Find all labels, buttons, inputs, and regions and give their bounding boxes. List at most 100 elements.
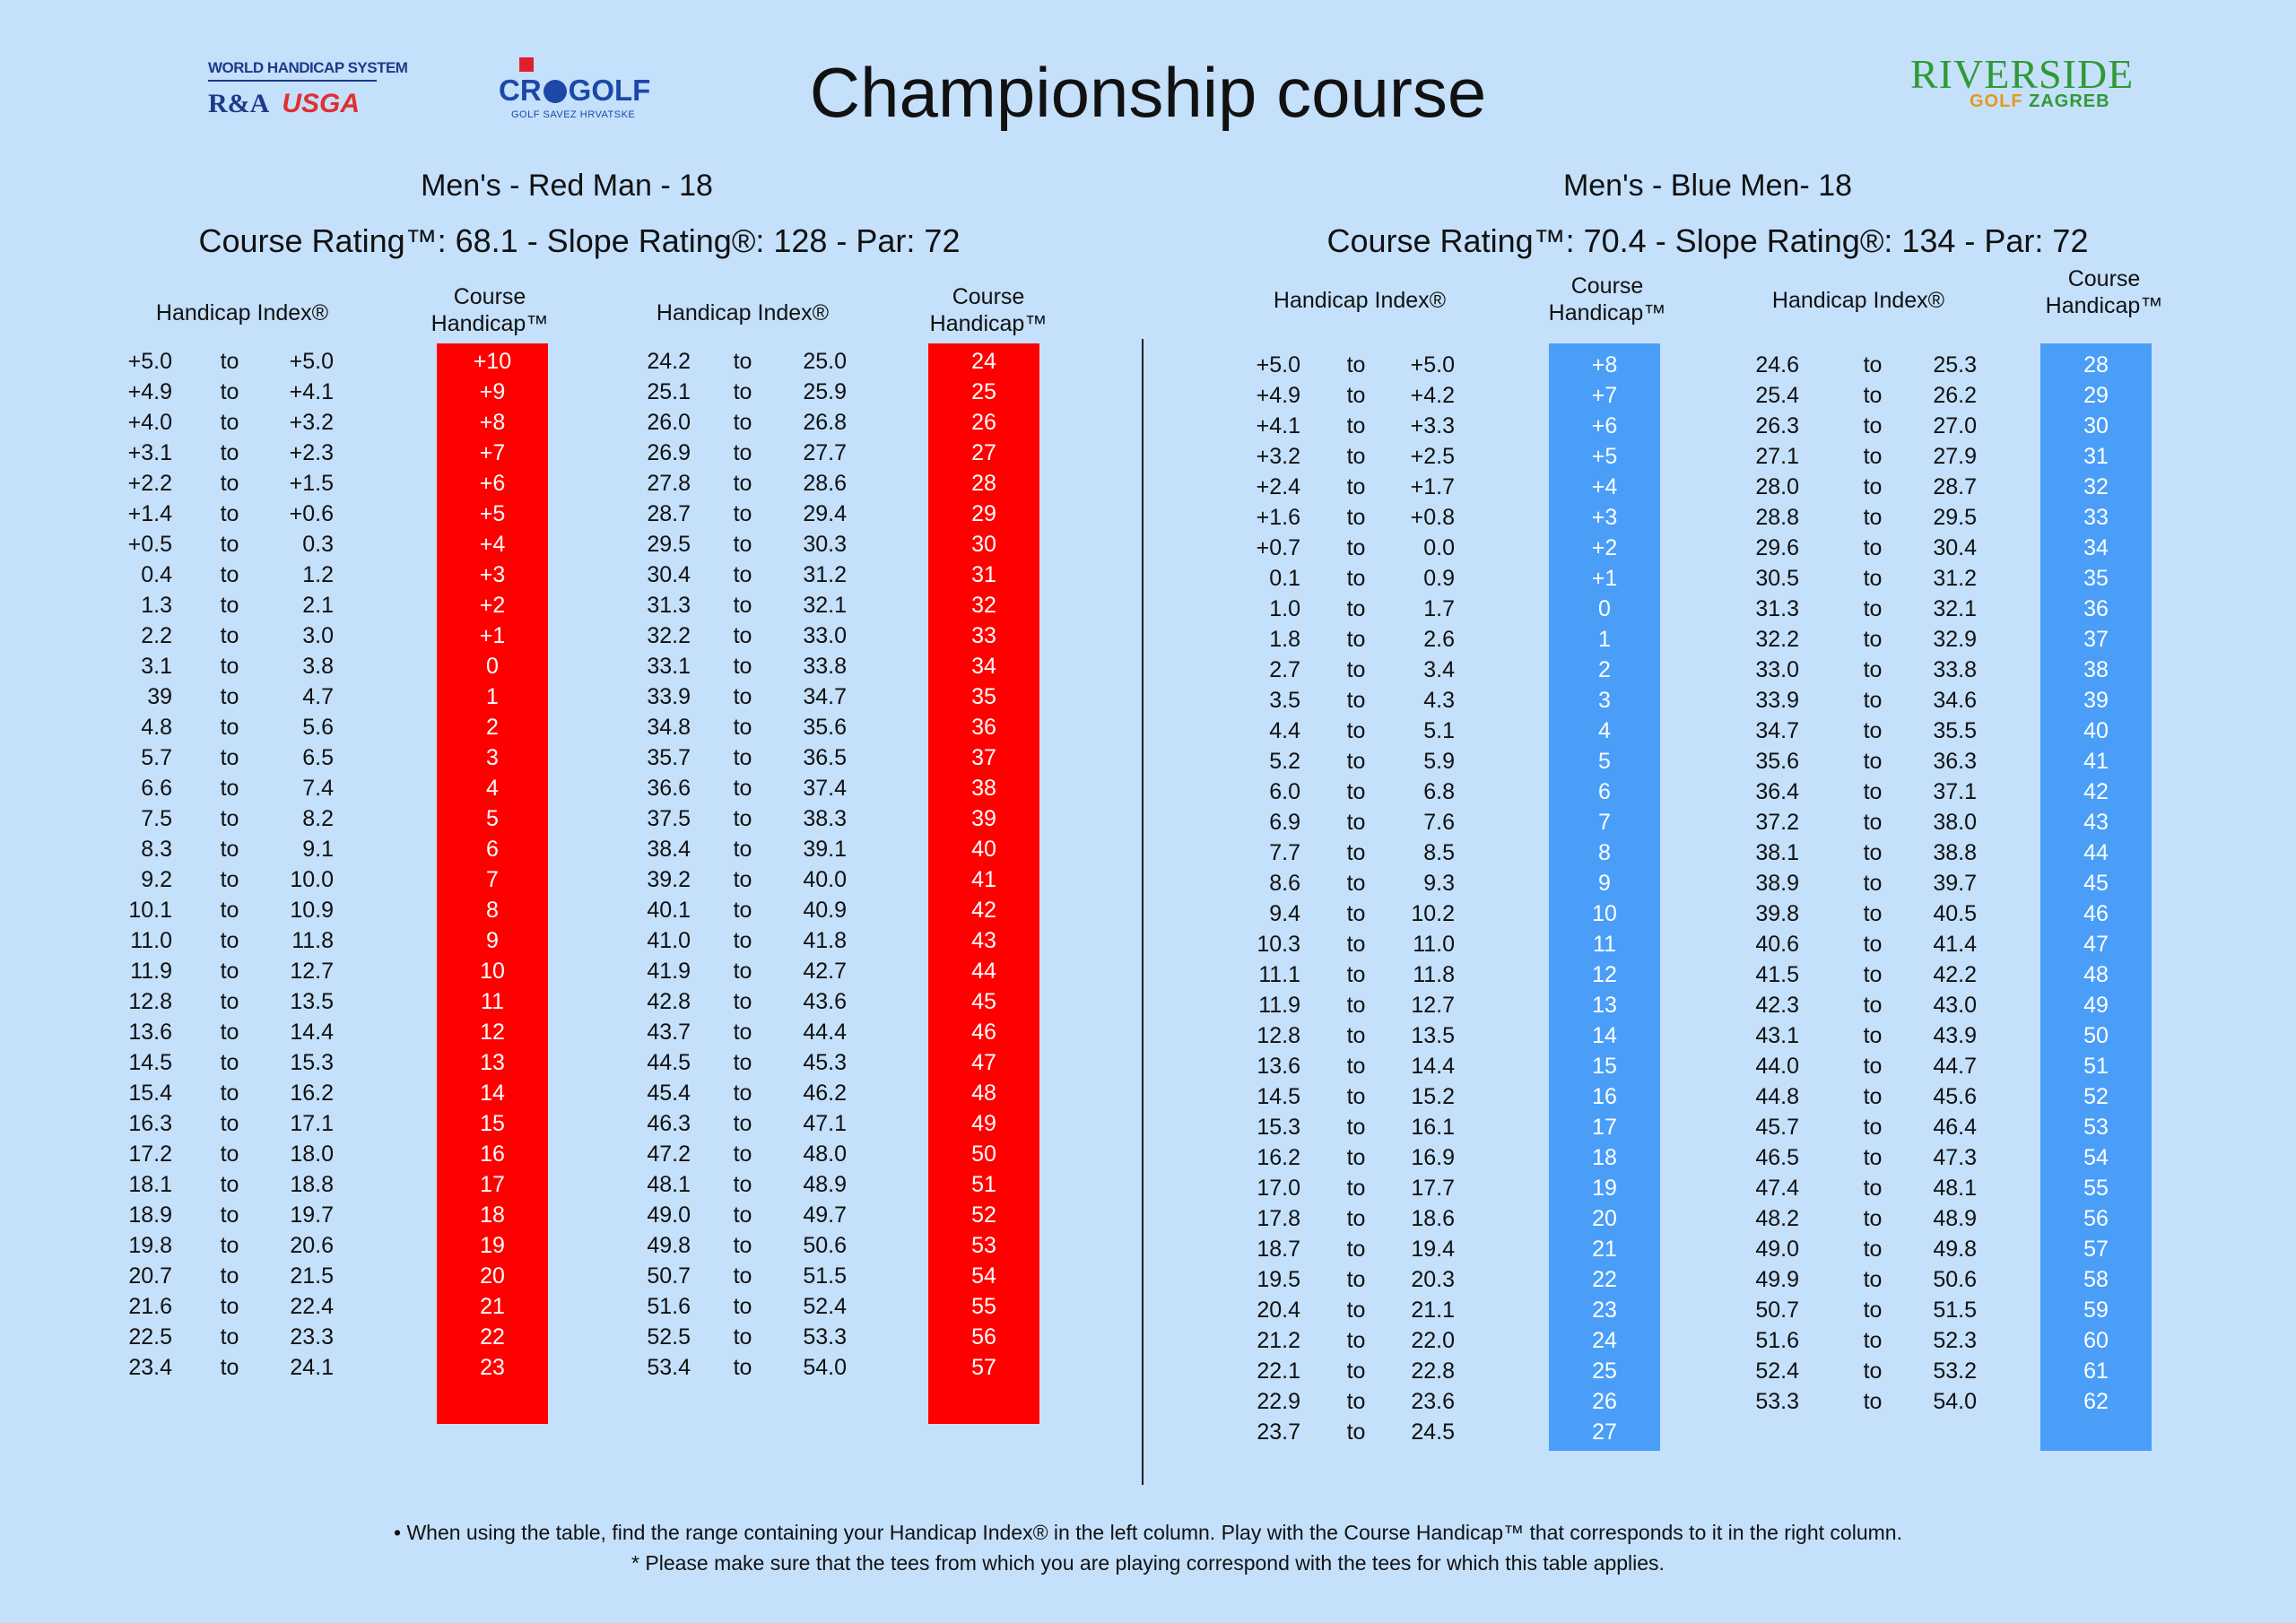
course-handicap-value: 29 bbox=[971, 501, 996, 526]
range-to-label: to bbox=[220, 806, 239, 831]
table-row: 32.2 to 32.9 37 bbox=[0, 624, 2296, 655]
handicap-index-from: +3.2 bbox=[1256, 444, 1300, 469]
range-to-label: to bbox=[1863, 1358, 1883, 1384]
handicap-index-from: 28.7 bbox=[647, 501, 691, 526]
handicap-index-from: 39.2 bbox=[647, 867, 691, 892]
range-to-label: to bbox=[1863, 1328, 1883, 1353]
course-handicap-value: 0 bbox=[1598, 596, 1611, 621]
handicap-index-from: +1.4 bbox=[127, 501, 172, 526]
table-row: 45.4 to 46.2 48 bbox=[0, 1078, 2296, 1108]
table-row: +4.9 to +4.2 +7 bbox=[0, 380, 2296, 411]
handicap-index-to: +1.5 bbox=[289, 471, 334, 496]
handicap-index-from: 46.5 bbox=[1755, 1145, 1799, 1170]
course-handicap-value: 62 bbox=[2083, 1389, 2109, 1414]
handicap-index-from: 23.4 bbox=[128, 1355, 172, 1380]
right-section-title: Men's - Blue Men- 18 bbox=[1562, 169, 1853, 203]
course-handicap-value: 2 bbox=[1598, 657, 1611, 682]
table-row: 14.5 to 15.2 16 bbox=[0, 1081, 2296, 1112]
ch-header-line1: Course bbox=[952, 284, 1025, 309]
course-handicap-value: +3 bbox=[479, 562, 506, 587]
handicap-index-to: +3.3 bbox=[1410, 413, 1455, 438]
handicap-index-from: 31.3 bbox=[647, 593, 691, 618]
handicap-index-from: 0.4 bbox=[141, 562, 172, 587]
handicap-index-from: 28.0 bbox=[1755, 474, 1799, 499]
handicap-index-to: 54.0 bbox=[803, 1355, 847, 1380]
range-to-label: to bbox=[733, 1263, 752, 1289]
handicap-index-to: 43.0 bbox=[1933, 993, 1977, 1018]
golf-ball-icon bbox=[543, 80, 567, 103]
handicap-index-from: 35.7 bbox=[647, 745, 691, 770]
cro-golf-subtitle: GOLF SAVEZ HRVATSKE bbox=[511, 109, 636, 120]
handicap-index-from: 39 bbox=[147, 684, 172, 709]
range-to-label: to bbox=[1346, 1023, 1366, 1048]
range-to-label: to bbox=[220, 776, 239, 801]
handicap-index-from: 7.5 bbox=[141, 806, 172, 831]
range-to-label: to bbox=[220, 379, 239, 404]
course-handicap-value: 48 bbox=[971, 1081, 996, 1106]
handicap-index-to: 13.5 bbox=[290, 989, 334, 1014]
range-to-label: to bbox=[220, 349, 239, 374]
course-handicap-value: 23 bbox=[480, 1355, 505, 1380]
handicap-index-from: 21.2 bbox=[1257, 1328, 1300, 1353]
ch-header-line2: Handicap™ bbox=[929, 311, 1048, 336]
table-row: 13.6 to 14.4 12 bbox=[0, 1017, 2296, 1047]
course-handicap-value: 22 bbox=[480, 1324, 505, 1350]
course-handicap-value: 15 bbox=[1592, 1054, 1617, 1079]
course-handicap-value: 21 bbox=[480, 1294, 505, 1319]
table-row: 34.7 to 35.5 40 bbox=[0, 716, 2296, 746]
handicap-index-from: 50.7 bbox=[1755, 1298, 1799, 1323]
handicap-index-to: 15.3 bbox=[290, 1050, 334, 1075]
handicap-index-to: 42.7 bbox=[803, 959, 847, 984]
range-to-label: to bbox=[733, 349, 752, 374]
range-to-label: to bbox=[220, 1111, 239, 1136]
table-row: +3.1 to +2.3 +7 bbox=[0, 438, 2296, 468]
right-col2-handicap-strip bbox=[2040, 343, 2152, 1451]
handicap-index-to: 33.8 bbox=[803, 654, 847, 679]
handicap-index-to: 38.3 bbox=[803, 806, 847, 831]
range-to-label: to bbox=[1863, 566, 1883, 591]
course-handicap-value: 41 bbox=[2083, 749, 2109, 774]
handicap-index-to: 0.0 bbox=[1423, 535, 1455, 560]
range-to-label: to bbox=[1863, 657, 1883, 682]
handicap-index-to: 10.9 bbox=[290, 898, 334, 923]
range-to-label: to bbox=[1346, 383, 1366, 408]
handicap-index-from: +4.9 bbox=[127, 379, 172, 404]
handicap-index-from: 18.9 bbox=[128, 1202, 172, 1228]
course-handicap-value: 6 bbox=[1598, 779, 1611, 804]
course-handicap-value: +8 bbox=[479, 410, 506, 435]
course-handicap-value: 36 bbox=[971, 715, 996, 740]
table-row: 23.7 to 24.5 27 bbox=[0, 1417, 2296, 1447]
table-row: 30.4 to 31.2 31 bbox=[0, 560, 2296, 590]
course-handicap-value: 45 bbox=[971, 989, 996, 1014]
table-row: 50.7 to 51.5 59 bbox=[0, 1295, 2296, 1325]
course-handicap-value: 35 bbox=[2083, 566, 2109, 591]
right-col1-ch-header: Course Handicap™ bbox=[1535, 273, 1679, 326]
handicap-index-from: 33.9 bbox=[1755, 688, 1799, 713]
range-to-label: to bbox=[733, 1324, 752, 1350]
course-handicap-value: 31 bbox=[2083, 444, 2109, 469]
range-to-label: to bbox=[1863, 1054, 1883, 1079]
handicap-index-from: +0.7 bbox=[1256, 535, 1300, 560]
handicap-index-to: 26.8 bbox=[803, 410, 847, 435]
handicap-index-from: 52.4 bbox=[1755, 1358, 1799, 1384]
handicap-index-from: 44.0 bbox=[1755, 1054, 1799, 1079]
course-handicap-value: 3 bbox=[486, 745, 499, 770]
handicap-index-to: 41.4 bbox=[1933, 932, 1977, 957]
range-to-label: to bbox=[733, 898, 752, 923]
course-handicap-value: 55 bbox=[2083, 1176, 2109, 1201]
handicap-index-to: 5.6 bbox=[302, 715, 334, 740]
handicap-index-to: 50.6 bbox=[1933, 1267, 1977, 1292]
handicap-index-from: 1.0 bbox=[1269, 596, 1300, 621]
range-to-label: to bbox=[733, 837, 752, 862]
course-handicap-value: 46 bbox=[2083, 901, 2109, 926]
range-to-label: to bbox=[1346, 871, 1366, 896]
handicap-index-from: 41.5 bbox=[1755, 962, 1799, 987]
table-row: 51.6 to 52.3 60 bbox=[0, 1325, 2296, 1356]
range-to-label: to bbox=[220, 1202, 239, 1228]
handicap-index-from: 38.9 bbox=[1755, 871, 1799, 896]
handicap-index-to: 23.3 bbox=[290, 1324, 334, 1350]
handicap-index-to: +4.2 bbox=[1410, 383, 1455, 408]
usage-note: • When using the table, find the range c… bbox=[394, 1521, 1902, 1544]
handicap-index-from: 49.0 bbox=[647, 1202, 691, 1228]
handicap-index-to: 30.3 bbox=[803, 532, 847, 557]
